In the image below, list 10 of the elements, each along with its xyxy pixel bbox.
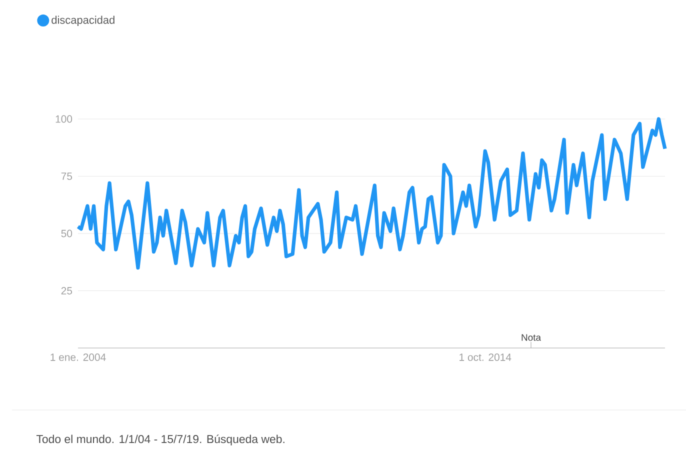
annotation: Nota [522,334,542,341]
legend-label: discapacidad [52,16,114,26]
y-tick-label: 25 [61,287,72,294]
x-tick-label: 1 oct. 2014 [460,354,512,361]
y-tick-label: 50 [61,230,72,238]
y-tick-label: 75 [61,172,72,180]
y-tick-label: 100 [56,115,72,123]
x-tick-label: 1 ene. 2004 [50,354,106,361]
line-series [76,117,667,270]
text: Todo el mundo. 1/1/04 - 15/7/19. Búsqueda web. [36,434,284,446]
